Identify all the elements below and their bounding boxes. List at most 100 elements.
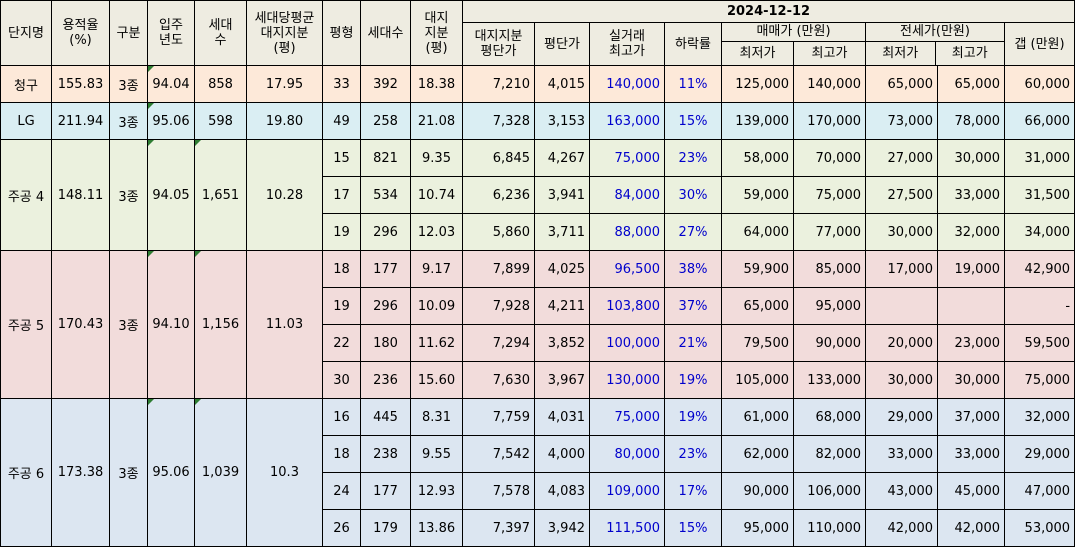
unit-count-value: 392 [360, 65, 411, 103]
drop-rate-value: 21% [664, 324, 722, 362]
sale-max-value: 110,000 [793, 509, 866, 547]
year-value: 95.06 [147, 398, 195, 547]
land-price-value: 7,630 [462, 361, 535, 399]
unit-count-value: 238 [360, 435, 411, 473]
gap-value: 42,900 [1003, 250, 1076, 288]
unit-count-value: 177 [360, 250, 411, 288]
pyeong-value: 19 [322, 213, 361, 251]
complex-name: 청구 [0, 65, 52, 103]
header-drop: 하락률 [664, 22, 722, 66]
real-max-value: 75,000 [589, 398, 665, 436]
zone-value: 3종 [109, 398, 148, 547]
pyeong-value: 22 [322, 324, 361, 362]
sale-min-value: 58,000 [721, 139, 794, 177]
avg-land-value: 11.03 [246, 250, 323, 399]
header-jeonse-min: 최저가 [867, 42, 936, 65]
land-price-value: 7,578 [462, 472, 535, 510]
gap-value: 53,000 [1003, 509, 1076, 547]
jeonse-min-value: 43,000 [865, 472, 938, 510]
table-body: 청구 155.83 3종 94.04 858 17.95 33 392 18.38 7,210 4,… [0, 65, 1076, 547]
year-value: 94.10 [147, 250, 195, 399]
sale-max-value: 133,000 [793, 361, 866, 399]
pyeong-price-value: 3,942 [534, 509, 590, 547]
year-value: 94.05 [147, 139, 195, 251]
table-row: 주공 5 170.43 3종 94.10 1,156 11.03 18 177 9.17 7,89… [0, 250, 1076, 399]
sale-max-value: 77,000 [793, 213, 866, 251]
land-share-value: 8.31 [410, 398, 463, 436]
jeonse-max-value: 19,000 [937, 250, 1005, 288]
table-row: 24 177 12.93 7,578 4,083 109,000 17% 90,000 106,… [0, 472, 1076, 510]
sale-min-value: 65,000 [721, 287, 794, 325]
pyeong-price-value: 3,941 [534, 176, 590, 214]
sale-min-value: 64,000 [721, 213, 794, 251]
header-sale-max: 최고가 [811, 46, 848, 61]
real-max-value: 100,000 [589, 324, 665, 362]
gap-value: - [1003, 287, 1076, 325]
far-value: 211.94 [51, 102, 110, 140]
sale-min-value: 61,000 [721, 398, 794, 436]
gap-value: 60,000 [1003, 65, 1076, 103]
gap-value: 29,000 [1003, 435, 1076, 473]
pyeong-price-value: 3,711 [534, 213, 590, 251]
header-zone: 구분 [109, 0, 148, 66]
pyeong-value: 18 [322, 250, 361, 288]
sale-max-value: 82,000 [793, 435, 866, 473]
sale-max-value: 106,000 [793, 472, 866, 510]
real-max-value: 140,000 [589, 65, 665, 103]
pyeong-price-value: 4,083 [534, 472, 590, 510]
pyeong-price-value: 3,852 [534, 324, 590, 362]
header-date: 2024-12-12 [461, 0, 1076, 23]
drop-rate-value: 19% [664, 398, 722, 436]
header-avg-land: 세대당평균 대지지분 (평) [246, 0, 323, 66]
table-row: 청구 155.83 3종 94.04 858 17.95 33 392 18.38 7,210 4,… [0, 65, 1076, 103]
real-max-value: 109,000 [589, 472, 665, 510]
jeonse-min-value: 29,000 [865, 398, 938, 436]
land-share-value: 13.86 [410, 509, 463, 547]
drop-rate-value: 37% [664, 287, 722, 325]
zone-value: 3종 [109, 102, 148, 140]
header-pyeong: 평형 [322, 0, 361, 66]
land-price-value: 7,294 [462, 324, 535, 362]
year-value: 95.06 [147, 102, 195, 140]
pyeong-price-value: 4,031 [534, 398, 590, 436]
header-jeonse-group: 전세가(만원) 최저가 최고가 [865, 22, 1005, 66]
pyeong-value: 30 [322, 361, 361, 399]
header-jeonse-max: 최고가 [951, 46, 988, 61]
unit-count-value: 534 [360, 176, 411, 214]
drop-rate-value: 30% [664, 176, 722, 214]
table-row: 17 534 10.74 6,236 3,941 84,000 30% 59,000 75,00… [0, 176, 1076, 214]
sale-min-value: 59,000 [721, 176, 794, 214]
real-max-value: 96,500 [589, 250, 665, 288]
land-share-value: 9.35 [410, 139, 463, 177]
pyeong-price-value: 4,000 [534, 435, 590, 473]
pyeong-value: 24 [322, 472, 361, 510]
land-price-value: 7,899 [462, 250, 535, 288]
pyeong-value: 15 [322, 139, 361, 177]
gap-value: 31,500 [1003, 176, 1076, 214]
unit-count-value: 821 [360, 139, 411, 177]
sale-min-value: 139,000 [721, 102, 794, 140]
table-row: 주공 6 173.38 3종 95.06 1,039 10.3 16 445 8.31 7,759… [0, 398, 1076, 547]
unit-count-value: 296 [360, 213, 411, 251]
table-row: 19 296 12.03 5,860 3,711 88,000 27% 64,000 77,00… [0, 213, 1076, 251]
land-share-value: 9.17 [410, 250, 463, 288]
jeonse-max-value: 45,000 [937, 472, 1005, 510]
jeonse-min-value: 33,000 [865, 435, 938, 473]
jeonse-max-value: 23,000 [937, 324, 1005, 362]
pyeong-price-value: 4,015 [534, 65, 590, 103]
gap-value: 34,000 [1003, 213, 1076, 251]
real-max-value: 163,000 [589, 102, 665, 140]
land-share-value: 18.38 [410, 65, 463, 103]
land-price-value: 5,860 [462, 213, 535, 251]
drop-rate-value: 11% [664, 65, 722, 103]
pyeong-value: 16 [322, 398, 361, 436]
land-price-value: 7,328 [462, 102, 535, 140]
jeonse-min-value: 30,000 [865, 213, 938, 251]
drop-rate-value: 27% [664, 213, 722, 251]
header-unit-count: 세대수 [360, 0, 411, 66]
pyeong-value: 26 [322, 509, 361, 547]
jeonse-max-value: 42,000 [937, 509, 1005, 547]
table-row: 18 238 9.55 7,542 4,000 80,000 23% 62,000 82,000… [0, 435, 1076, 473]
sale-min-value: 105,000 [721, 361, 794, 399]
far-value: 155.83 [51, 65, 110, 103]
